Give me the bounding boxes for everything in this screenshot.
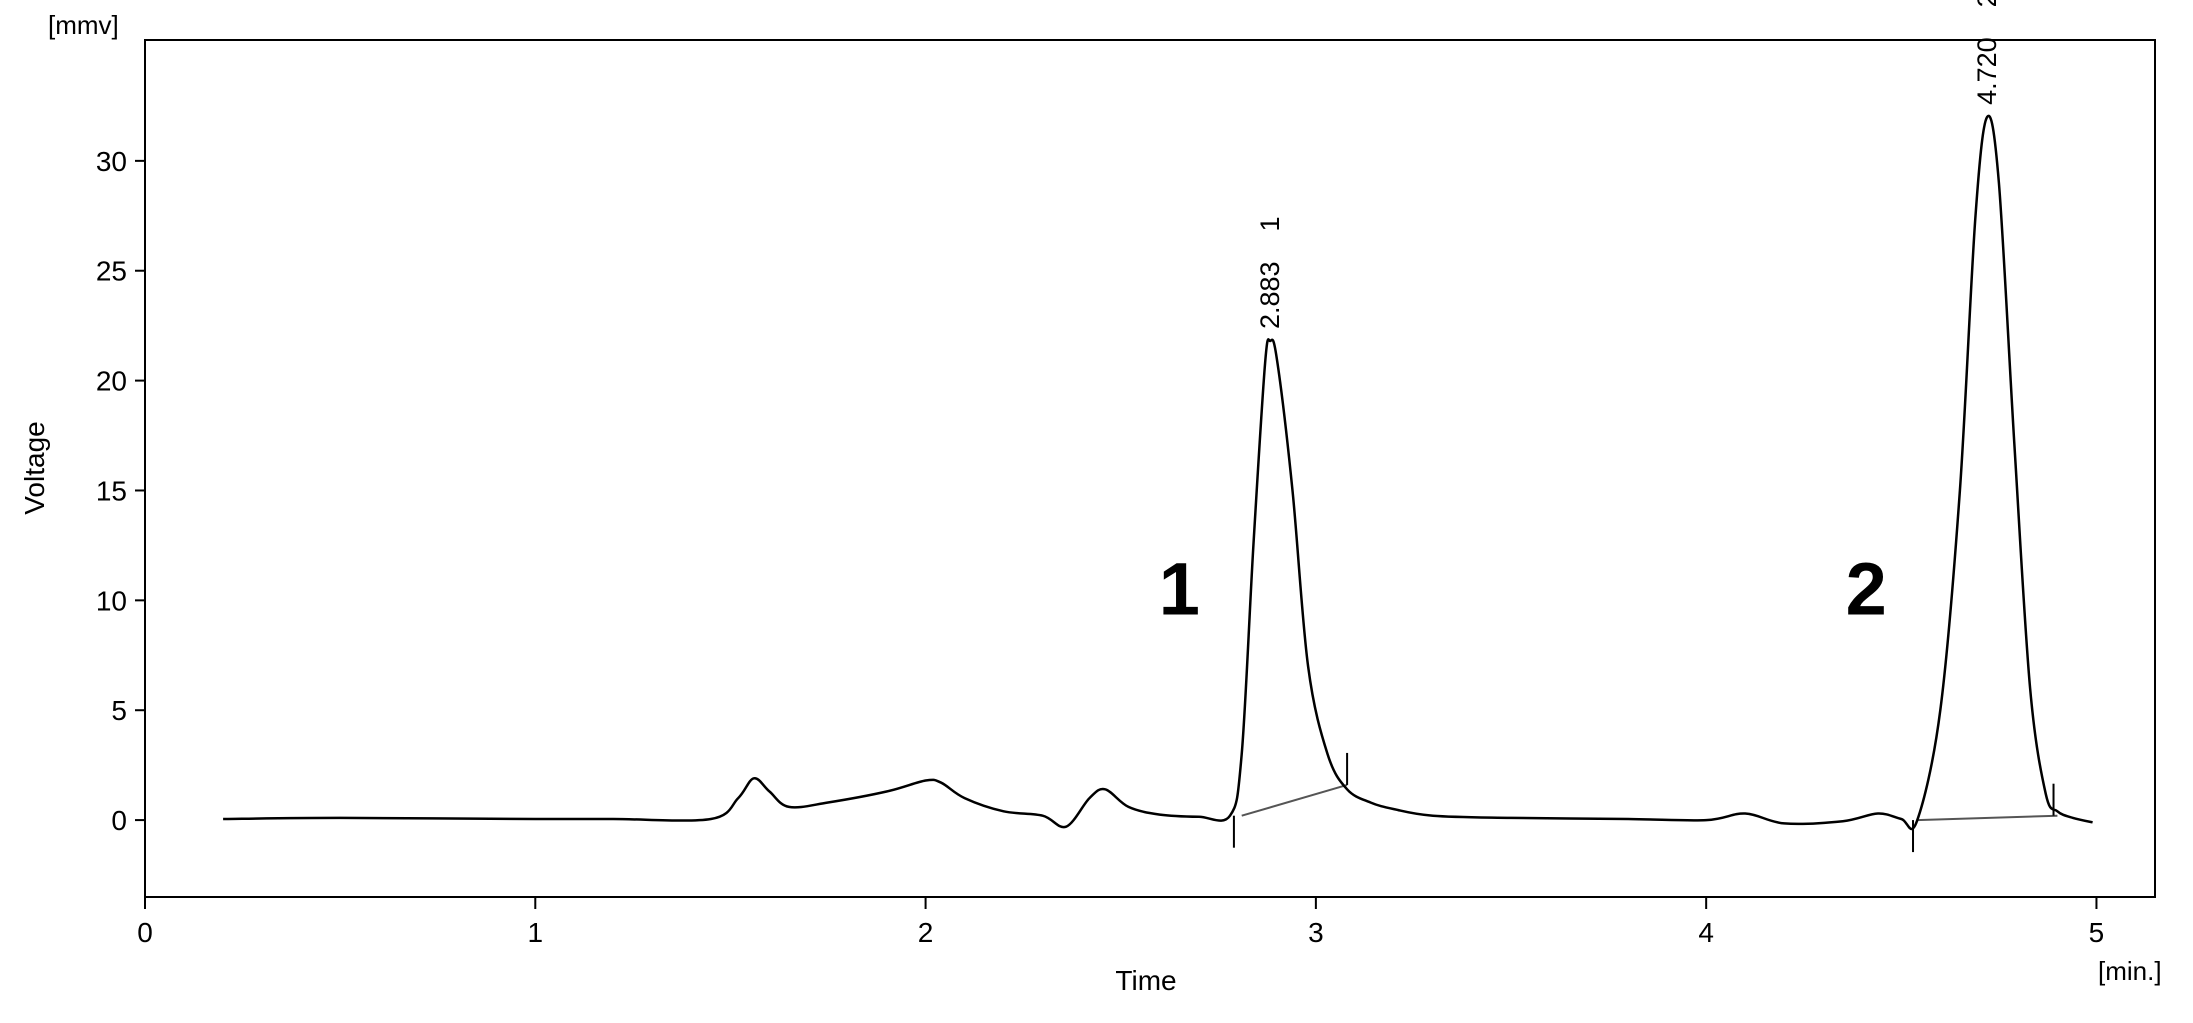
- peak-annotation: 2.883 1: [1255, 216, 1285, 329]
- x-tick-label: 5: [2089, 917, 2105, 948]
- peak-baselines: [1241, 783, 2058, 822]
- y-unit-label: [mmv]: [48, 10, 119, 40]
- plot-frame: [144, 39, 2156, 898]
- x-tick-label: 1: [528, 917, 544, 948]
- y-tick-label: 5: [111, 695, 127, 726]
- y-tick-label: 0: [111, 805, 127, 836]
- x-tick-label: 4: [1698, 917, 1714, 948]
- peak-number-label: 2: [1846, 547, 1887, 630]
- y-tick-label: 25: [96, 256, 127, 287]
- peak-retention-time: 4.720: [1972, 37, 2002, 105]
- peak-id: 1: [1255, 216, 1285, 231]
- x-axis-title: Time: [1115, 965, 1176, 996]
- peak-number-label: 1: [1159, 547, 1200, 630]
- y-tick-label: 15: [96, 475, 127, 506]
- x-tick-label: 2: [918, 917, 934, 948]
- peak-retention-time: 2.883: [1255, 261, 1285, 329]
- x-axis-ticks: 0 1 2 3 4 5: [137, 897, 2104, 948]
- x-tick-label: 3: [1308, 917, 1324, 948]
- chromatogram-trace: [223, 114, 2093, 831]
- y-tick-label: 10: [96, 585, 127, 616]
- x-unit-label: [min.]: [2098, 956, 2162, 986]
- y-axis-ticks: 0 5 10 15 20 25 30: [96, 146, 145, 836]
- peak-annotation: 4.720 2: [1972, 0, 2002, 105]
- y-tick-label: 20: [96, 366, 127, 397]
- baseline-segment: [1241, 783, 1348, 817]
- peak-labels: 2.883 1 1 4.720 2 2: [1159, 0, 2002, 630]
- y-axis-title: Voltage: [19, 421, 50, 514]
- peak-id: 2: [1972, 0, 2002, 7]
- x-tick-label: 0: [137, 917, 153, 948]
- y-tick-label: 30: [96, 146, 127, 177]
- baseline-segment: [1916, 814, 2058, 822]
